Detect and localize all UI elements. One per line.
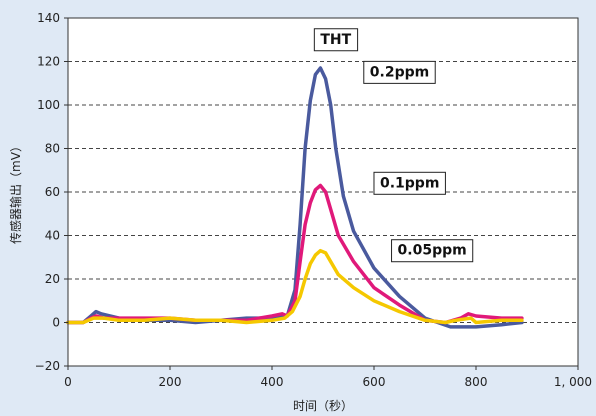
annotation-box: 0.2ppm (363, 60, 436, 84)
grid-lines (68, 61, 578, 323)
x-tick-label: 800 (465, 375, 488, 389)
x-axis-title: 时间（秒） (293, 399, 353, 413)
y-tick-label: −20 (35, 359, 60, 373)
annotation-text: 0.1ppm (380, 175, 439, 191)
annotation-text: 0.05ppm (398, 243, 467, 259)
y-tick-label: 120 (37, 55, 60, 69)
annotation-frame (373, 171, 446, 195)
x-tick-label: 200 (159, 375, 182, 389)
y-tick-label: 0 (52, 316, 60, 330)
annotation-frame (363, 60, 436, 84)
annotation-box: THT (313, 28, 359, 52)
annotation-frame (313, 28, 359, 52)
y-tick-label: 20 (45, 272, 60, 286)
x-tick-label: 400 (261, 375, 284, 389)
annotation-text: THT (320, 32, 351, 48)
x-tick-label: 1, 000 (554, 375, 592, 389)
series-layer (66, 66, 524, 329)
tick-labels: −20 0 20 40 60 80 100 120 140 0 200 400 600 800 1, 000 (35, 11, 592, 389)
annotations: THT 0.2ppm 0.1ppm 0.05ppm (313, 28, 474, 263)
y-tick-label: 40 (45, 229, 60, 243)
x-tick-label: 0 (64, 375, 72, 389)
annotation-text: 0.2ppm (370, 64, 429, 80)
y-axis-title: 传感器输出（mV） (8, 140, 23, 244)
annotation-box: 0.1ppm (373, 171, 446, 195)
x-tick-label: 600 (363, 375, 386, 389)
y-tick-label: 140 (37, 11, 60, 25)
series-line-2 (66, 248, 524, 325)
y-tick-label: 80 (45, 142, 60, 156)
y-tick-label: 60 (45, 185, 60, 199)
y-tick-label: 100 (37, 98, 60, 112)
annotation-box: 0.05ppm (391, 239, 474, 263)
annotation-frame (391, 239, 474, 263)
